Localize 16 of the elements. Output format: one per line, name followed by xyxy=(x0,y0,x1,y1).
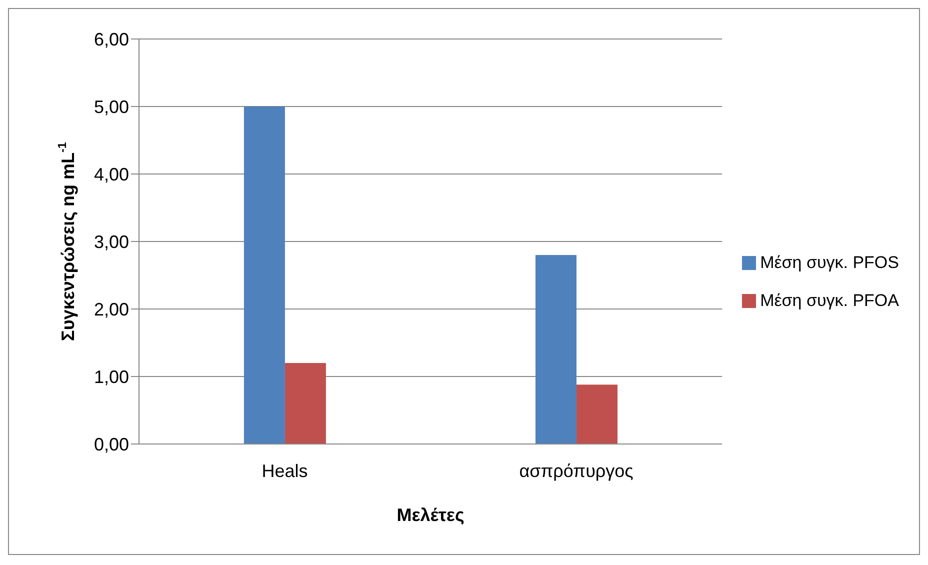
bar xyxy=(244,106,285,444)
bar xyxy=(535,255,576,444)
y-tick-label: 3,00 xyxy=(94,232,129,252)
x-axis-title: Μελέτες xyxy=(396,504,464,525)
y-tick-label: 2,00 xyxy=(94,299,129,320)
x-tick-label: ασπρόπυργος xyxy=(519,460,634,481)
y-tick-label: 4,00 xyxy=(94,164,129,184)
bar xyxy=(576,384,618,444)
legend-label: Μέση συγκ. PFOS xyxy=(760,252,899,272)
bar xyxy=(284,363,326,444)
y-tick-label: 1,00 xyxy=(94,366,129,387)
y-tick-label: 0,00 xyxy=(94,434,129,454)
y-tick-label: 6,00 xyxy=(94,29,129,50)
y-tick-label: 5,00 xyxy=(94,96,129,117)
legend-label: Μέση συγκ. PFOA xyxy=(760,290,899,310)
x-tick-label: Heals xyxy=(262,460,308,481)
